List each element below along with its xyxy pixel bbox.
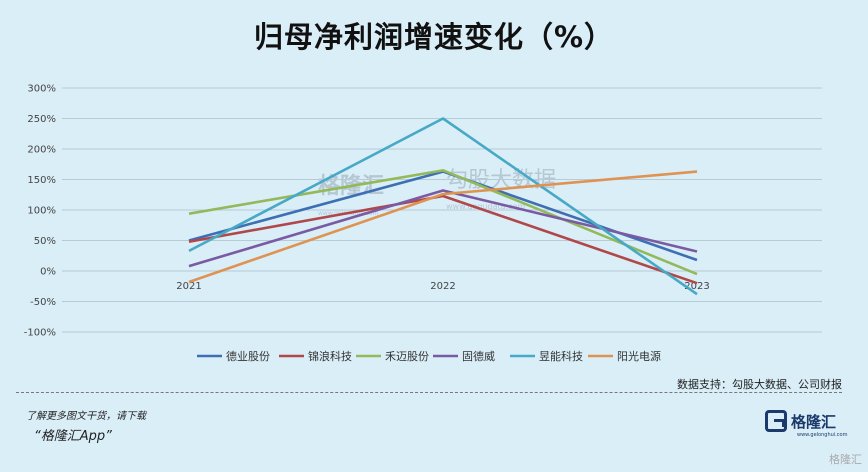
- series-line: [188, 117, 698, 296]
- y-tick-label: -50%: [30, 297, 56, 308]
- y-tick-label: 150%: [27, 175, 56, 186]
- data-source: 数据支持：勾股大数据、公司财报: [677, 378, 842, 391]
- logo-text: 格隆汇: [791, 412, 837, 431]
- y-tick-label: 250%: [27, 114, 56, 125]
- logo-icon: [765, 410, 787, 432]
- logo-url: www.gelonghui.com: [797, 432, 848, 438]
- series-line: [188, 169, 698, 276]
- bottom-watermark: 格隆汇: [829, 453, 862, 466]
- legend-label: 昱能科技: [539, 349, 583, 363]
- legend-label: 德业股份: [226, 349, 270, 363]
- brand-logo: 格隆汇: [765, 410, 836, 432]
- series-line: [188, 170, 698, 284]
- series-line: [188, 189, 698, 268]
- chart-title: 归母净利润增速变化（%）: [253, 20, 615, 54]
- y-tick-label: 0%: [40, 267, 56, 278]
- x-tick-label: 2022: [430, 281, 455, 292]
- legend-label: 锦浪科技: [308, 349, 352, 363]
- promo-text: 了解更多图文干货，请下载: [26, 411, 146, 422]
- series-line: [188, 194, 698, 285]
- y-tick-label: 300%: [27, 84, 56, 95]
- y-tick-label: -100%: [24, 328, 56, 339]
- line-chart: -100% -50% 0% 50% 100% 150% 200% 250% 300% 2021 20…: [24, 84, 822, 363]
- y-tick-label: 50%: [34, 236, 56, 247]
- legend-label: 阳光电源: [617, 349, 661, 363]
- y-tick-label: 100%: [27, 206, 56, 217]
- watermark-right-sub: www.gogudata.com: [446, 202, 526, 211]
- legend-label: 禾迈股份: [385, 350, 429, 363]
- y-tick-label: 200%: [27, 145, 56, 156]
- x-tick-label: 2023: [684, 281, 709, 292]
- x-tick-label: 2021: [176, 281, 201, 292]
- promo-app-name: “格隆汇App”: [34, 429, 112, 444]
- series-line: [188, 170, 698, 262]
- legend-label: 固德威: [462, 349, 495, 363]
- divider: [16, 392, 842, 393]
